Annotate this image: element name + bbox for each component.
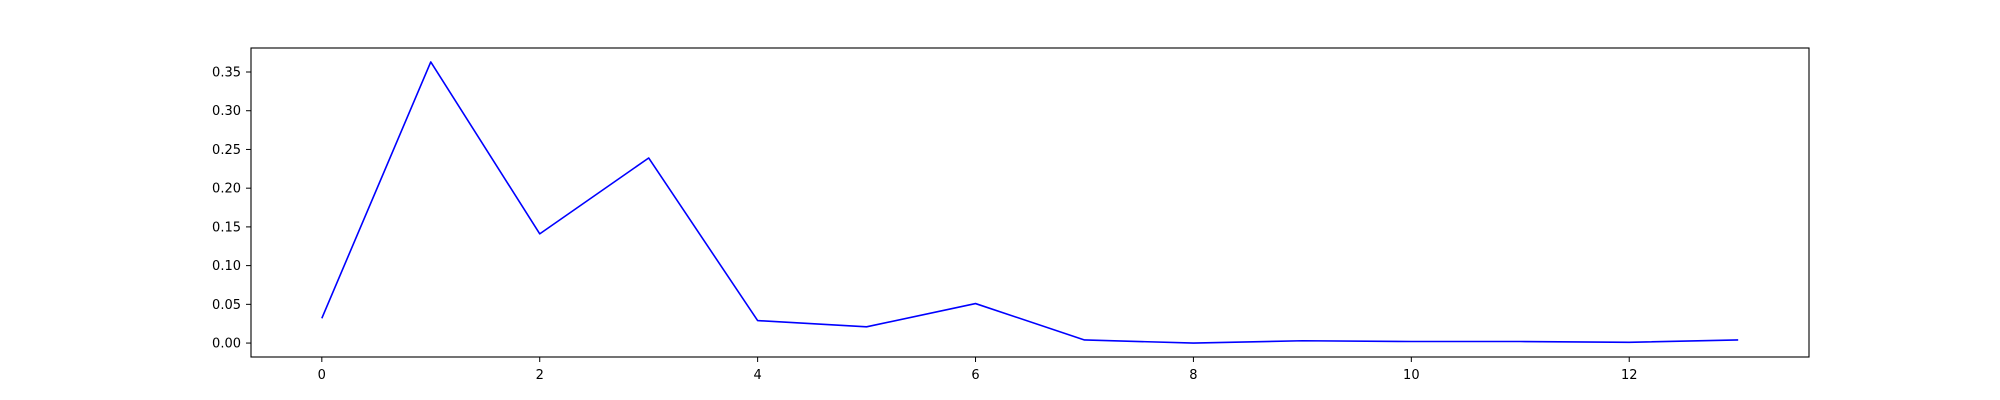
y-axis-ticks: 0.00 0.05 0.10 0.15 0.20 0.25 0.30 0.35 xyxy=(212,66,251,352)
x-tick-label: 2 xyxy=(536,368,544,383)
y-tick-label: 0.15 xyxy=(212,220,241,235)
x-axis-ticks: 0 2 4 6 8 10 12 xyxy=(318,357,1638,383)
y-tick-label: 0.35 xyxy=(212,66,241,81)
y-tick-label: 0.25 xyxy=(212,143,241,158)
y-tick-label: 0.00 xyxy=(212,337,241,352)
x-tick-label: 12 xyxy=(1621,368,1638,383)
x-tick-label: 6 xyxy=(971,368,979,383)
series-line-0 xyxy=(321,61,1739,344)
x-tick-label: 8 xyxy=(1189,368,1197,383)
y-tick-label: 0.30 xyxy=(212,104,241,119)
plot-frame xyxy=(250,47,1810,358)
y-tick-label: 0.20 xyxy=(212,182,241,197)
x-tick-label: 0 xyxy=(318,368,326,383)
y-tick-label: 0.10 xyxy=(212,259,241,274)
series-layer xyxy=(321,61,1739,344)
y-tick-label: 0.05 xyxy=(212,298,241,313)
x-tick-label: 10 xyxy=(1403,368,1420,383)
x-tick-label: 4 xyxy=(753,368,761,383)
